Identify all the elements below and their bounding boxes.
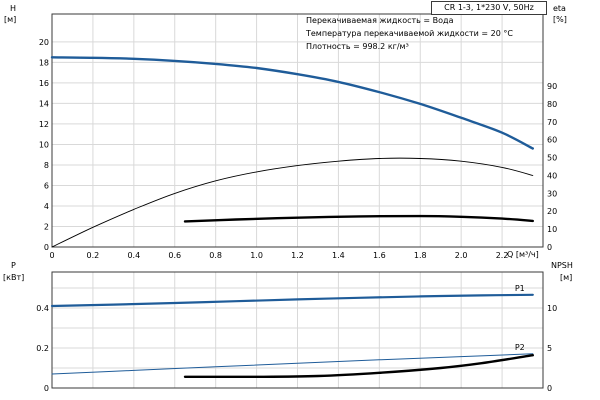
right-tick-label: 20	[547, 207, 557, 216]
annotation-block: Перекачиваемая жидкость = Вода Температу…	[306, 14, 513, 53]
left-tick-label: 10	[39, 140, 49, 149]
annotation-temperature: Температура перекачиваемой жидкости = 20…	[306, 29, 513, 38]
left-tick-label: 4	[44, 202, 49, 211]
right-tick-label: 40	[547, 171, 557, 180]
left-tick-label: 8	[44, 161, 49, 170]
left-tick-label: 0	[44, 384, 49, 393]
x-tick-label: 2.0	[455, 251, 468, 260]
series-end-label-p1: P1	[515, 284, 525, 293]
left-tick-label: 0.4	[36, 304, 49, 313]
x-tick-label: 1.0	[250, 251, 263, 260]
right-tick-label: 70	[547, 118, 557, 127]
right-tick-label: 5	[547, 344, 552, 353]
h-axis-unit: [м]	[4, 15, 17, 24]
x-tick-label: 1.4	[332, 251, 345, 260]
left-tick-label: 0	[44, 243, 49, 252]
right-tick-label: 10	[547, 225, 557, 234]
x-tick-label: 1.8	[414, 251, 427, 260]
x-tick-label: 0.6	[168, 251, 181, 260]
right-tick-label: 60	[547, 136, 557, 145]
left-tick-label: 16	[39, 79, 49, 88]
x-tick-label: 0	[49, 251, 54, 260]
right-tick-label: 30	[547, 189, 557, 198]
h-axis-label: H	[10, 4, 17, 13]
right-tick-label: 10	[547, 304, 557, 313]
annotation-liquid: Перекачиваемая жидкость = Вода	[306, 16, 454, 25]
series-h-head-curve	[50, 56, 534, 150]
pump-model-label: CR 1-3, 1*230 V, 50Hz	[431, 1, 547, 15]
plot-border	[51, 271, 544, 389]
annotation-density: Плотность = 998.2 кг/м³	[306, 42, 409, 51]
left-tick-label: 18	[39, 58, 49, 67]
eta-axis-unit: [%]	[553, 15, 567, 24]
right-tick-label: 0	[547, 243, 552, 252]
left-tick-label: 14	[39, 99, 49, 108]
x-tick-label: 1.6	[373, 251, 386, 260]
series-end-label-p2: P2	[515, 343, 525, 352]
right-tick-label: 80	[547, 100, 557, 109]
q-axis-unit: Q [м³/ч]	[507, 250, 539, 259]
series-npsh	[183, 354, 534, 379]
series-p1	[50, 293, 534, 308]
series-p2	[51, 353, 534, 375]
x-tick-label: 1.2	[291, 251, 304, 260]
right-tick-label: 50	[547, 154, 557, 163]
eta-axis-label: eta	[553, 4, 566, 13]
right-tick-label: 0	[547, 384, 552, 393]
x-tick-label: 0.4	[127, 251, 140, 260]
plot-border	[51, 13, 544, 248]
left-tick-label: 6	[44, 181, 49, 190]
left-tick-label: 20	[39, 38, 49, 47]
npsh-axis-unit: [м]	[560, 273, 573, 282]
x-tick-label: 2.2	[496, 251, 509, 260]
p-axis-label: P	[11, 261, 16, 270]
x-tick-label: 0.8	[209, 251, 222, 260]
left-tick-label: 0.2	[36, 344, 49, 353]
p-axis-unit: [кВт]	[3, 273, 25, 282]
npsh-axis-label: NPSH	[551, 261, 573, 270]
right-tick-label: 90	[547, 82, 557, 91]
left-tick-label: 12	[39, 120, 49, 129]
x-tick-label: 0.2	[87, 251, 100, 260]
series-eta-pump	[51, 157, 534, 248]
left-tick-label: 2	[44, 222, 49, 231]
series-eta-pump-plus-motor	[183, 214, 534, 223]
